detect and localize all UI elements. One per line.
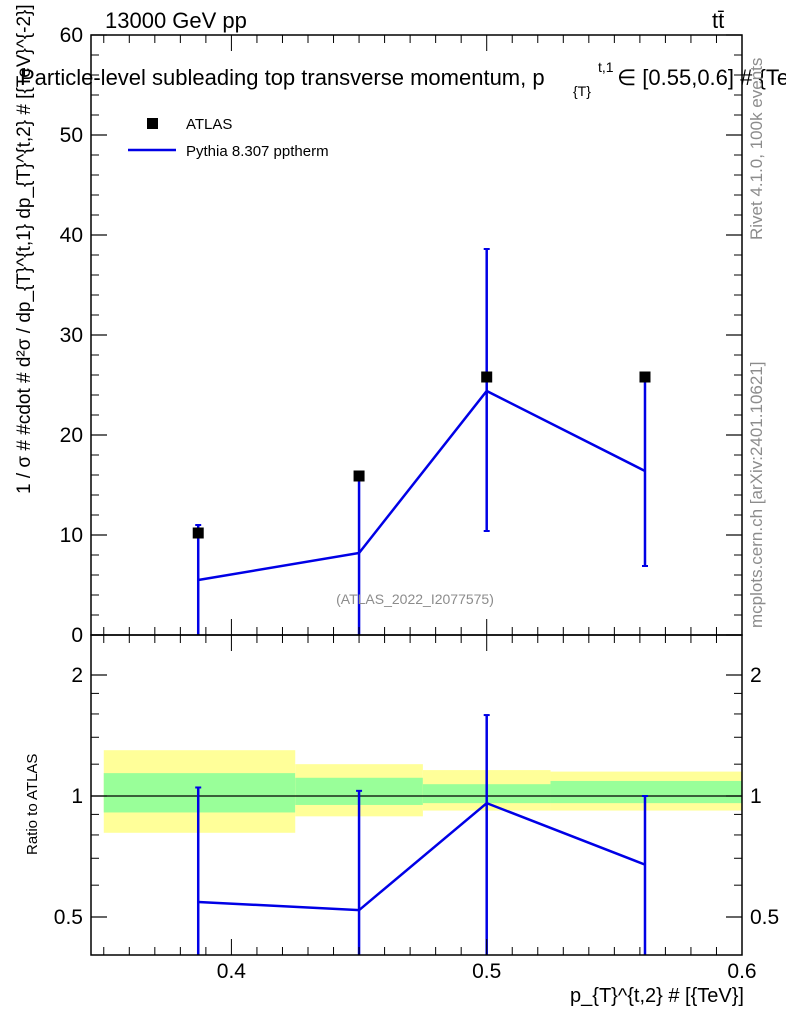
uncertainty-band-inner xyxy=(550,780,742,804)
main-ytick-label: 50 xyxy=(60,124,83,147)
process-label: tt̄ xyxy=(712,8,724,33)
ratio-panel: 0.5 0.5 1 1 2 2 0.4 0.5 0.6 Ratio to ATLAS p_{T}… xyxy=(24,634,779,1007)
ratio-xtick-label: 0.4 xyxy=(217,960,247,983)
ratio-series-line xyxy=(198,801,646,912)
ratio-ylabel: Ratio to ATLAS xyxy=(24,754,41,855)
legend: ATLAS Pythia 8.307 pptherm xyxy=(128,116,329,160)
main-ytick-label: 30 xyxy=(60,324,83,347)
energy-label: 13000 GeV pp xyxy=(105,8,247,33)
main-ytick-label: 20 xyxy=(60,424,83,447)
main-axes: 0 10 20 30 40 50 60 xyxy=(60,24,743,647)
legend-atlas-label: ATLAS xyxy=(186,116,232,133)
main-ytick-label: 40 xyxy=(60,224,83,247)
chart-title-sup: t,1 xyxy=(598,59,614,75)
ratio-frame xyxy=(90,634,743,956)
main-ytick-label: 0 xyxy=(71,624,83,647)
main-marks xyxy=(192,248,651,635)
atlas-data-point xyxy=(192,527,204,539)
ratio-bands xyxy=(91,750,742,833)
ratio-xlabel: p_{T}^{t,2} # [{TeV}] xyxy=(570,985,744,1007)
atlas-data-point xyxy=(353,470,365,482)
ratio-ytick-label: 0.5 xyxy=(54,906,83,929)
ratio-ytick-label: 2 xyxy=(71,664,83,687)
ratio-ytick-label-right: 1 xyxy=(750,785,762,808)
uncertainty-band-inner xyxy=(103,773,296,813)
chart-title: Particle-level subleading top transverse… xyxy=(20,65,545,90)
ratio-axes: 0.5 0.5 1 1 2 2 0.4 0.5 0.6 xyxy=(54,634,779,983)
chart-title-tail: ∈ [0.55,0.6] # {TeV} xyxy=(617,65,786,90)
ratio-ytick-label: 1 xyxy=(71,785,83,808)
ratio-xtick-label: 0.5 xyxy=(472,960,501,983)
atlas-data-point xyxy=(481,371,493,383)
legend-atlas-marker xyxy=(147,118,158,129)
main-panel: 0 10 20 30 40 50 60 (ATLAS_2022_I2077575) ATLA… xyxy=(14,4,743,647)
pythia-series-line xyxy=(198,389,646,582)
main-ylabel: 1 / σ # #cdot # d²σ / dp_{T}^{t,1} dp_{T… xyxy=(14,4,35,494)
chart-title-sub: {T} xyxy=(573,83,591,99)
mcplots-label: mcplots.cern.ch [arXiv:2401.10621] xyxy=(747,362,766,628)
ratio-ytick-label-right: 2 xyxy=(750,664,762,687)
legend-pythia-label: Pythia 8.307 pptherm xyxy=(186,143,329,160)
main-ytick-label: 10 xyxy=(60,524,83,547)
ratio-marks xyxy=(195,714,648,955)
ratio-ytick-label-right: 0.5 xyxy=(750,906,779,929)
rivet-label: Rivet 4.1.0, 100k events xyxy=(747,58,766,240)
main-ytick-label: 60 xyxy=(60,24,83,47)
atlas-data-point xyxy=(639,371,651,383)
ratio-xtick-label: 0.6 xyxy=(727,960,756,983)
analysis-reference: (ATLAS_2022_I2077575) xyxy=(336,591,494,607)
